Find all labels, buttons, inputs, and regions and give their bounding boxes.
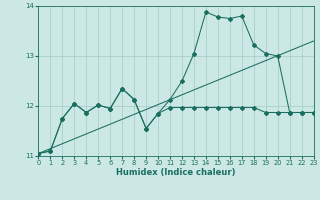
X-axis label: Humidex (Indice chaleur): Humidex (Indice chaleur)	[116, 168, 236, 177]
